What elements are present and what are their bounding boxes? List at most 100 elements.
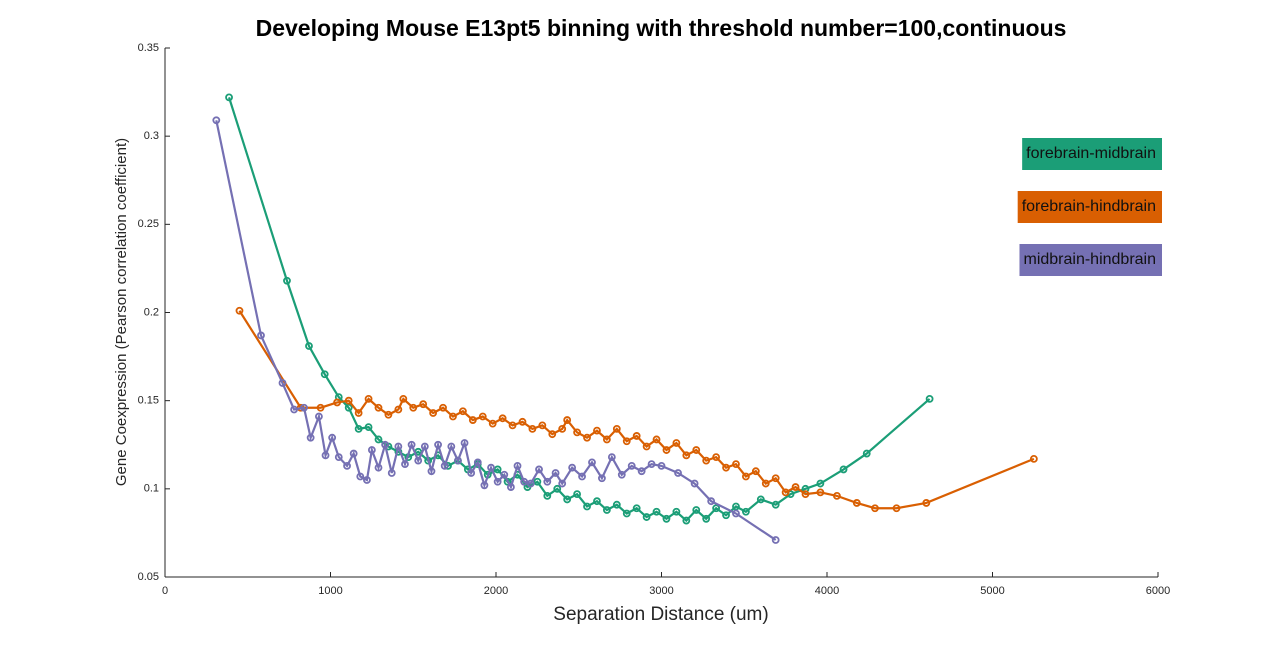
data-point [722, 463, 730, 472]
data-point [801, 490, 810, 499]
data-point [583, 502, 591, 511]
data-point [493, 465, 502, 474]
data-point [602, 435, 611, 444]
data-point [702, 514, 711, 523]
data-point [520, 477, 529, 486]
data-point [607, 453, 616, 461]
y-tick-label: 0.2 [144, 306, 159, 318]
x-tick-label: 4000 [815, 585, 839, 597]
data-point [434, 440, 442, 449]
data-point [722, 511, 730, 520]
data-point [627, 462, 636, 470]
data-point [257, 331, 265, 340]
data-point [563, 495, 572, 504]
data-point [394, 405, 403, 414]
data-point [791, 483, 800, 491]
data-point [593, 426, 601, 435]
data-point [573, 428, 581, 437]
data-point [662, 514, 671, 523]
data-point [756, 495, 765, 504]
data-point [235, 306, 244, 315]
data-point [833, 491, 841, 500]
data-point [816, 479, 825, 488]
data-point [602, 506, 611, 514]
data-point [647, 460, 656, 469]
data-point [344, 396, 353, 405]
data-point [707, 497, 716, 506]
data-point [488, 419, 497, 428]
data-point [692, 506, 701, 514]
data-point [538, 421, 547, 430]
data-point [771, 536, 780, 544]
data-point [548, 430, 557, 439]
data-point [535, 465, 543, 474]
data-point [682, 516, 691, 525]
data-point [374, 403, 383, 412]
data-point [316, 403, 325, 412]
data-point [427, 467, 436, 476]
x-tick-label: 5000 [980, 585, 1004, 597]
data-point [419, 400, 428, 409]
data-point [508, 421, 517, 430]
data-point [712, 453, 721, 461]
series-line [227, 97, 931, 523]
data-point [363, 476, 371, 484]
data-point [558, 479, 567, 488]
data-point [468, 416, 477, 424]
data-point [449, 412, 457, 421]
data-point [429, 409, 438, 417]
data-point [364, 423, 373, 432]
data-point [642, 442, 651, 451]
data-point [852, 499, 861, 507]
data-point [922, 499, 931, 507]
series-line [215, 120, 777, 541]
data-point [732, 509, 740, 518]
y-tick-label: 0.35 [138, 42, 159, 54]
data-point [454, 456, 462, 465]
data-point [290, 405, 298, 414]
data-point [458, 407, 467, 416]
data-point [447, 442, 456, 451]
data-point [690, 479, 699, 488]
data-point [543, 491, 552, 500]
data-point [702, 456, 711, 465]
data-point [440, 462, 449, 470]
data-point [771, 500, 780, 509]
data-point [212, 116, 221, 125]
data-point [672, 439, 681, 447]
data-point [399, 395, 408, 403]
legend-label: forebrain-hindbrain [1022, 198, 1156, 215]
data-point [500, 470, 509, 479]
y-tick-label: 0.05 [138, 571, 159, 583]
data-point [632, 504, 641, 513]
x-tick-label: 0 [162, 585, 168, 597]
data-point [781, 488, 790, 497]
y-axis-label: Gene Coexpression (Pearson correlation c… [113, 138, 130, 486]
data-point [732, 502, 740, 511]
data-point [816, 488, 825, 497]
data-point [283, 276, 291, 285]
y-tick-label: 0.1 [144, 483, 159, 495]
data-point [583, 433, 591, 442]
data-point [414, 456, 423, 465]
x-tick-label: 1000 [318, 585, 342, 597]
data-point [374, 463, 383, 472]
data-point [343, 462, 351, 470]
data-point [563, 416, 572, 424]
x-axis-label: Separation Distance (um) [553, 604, 768, 625]
data-point [354, 409, 363, 417]
data-point [598, 474, 606, 483]
data-point [543, 477, 552, 486]
data-point [925, 395, 934, 403]
legend-label: forebrain-midbrain [1026, 145, 1156, 162]
data-point [712, 504, 721, 513]
data-point [344, 403, 353, 412]
data-point [321, 451, 330, 460]
data-point [892, 504, 901, 513]
data-point [692, 446, 701, 454]
data-point [518, 417, 527, 426]
data-point [306, 433, 315, 442]
data-point [506, 483, 515, 491]
data-point [558, 424, 567, 433]
